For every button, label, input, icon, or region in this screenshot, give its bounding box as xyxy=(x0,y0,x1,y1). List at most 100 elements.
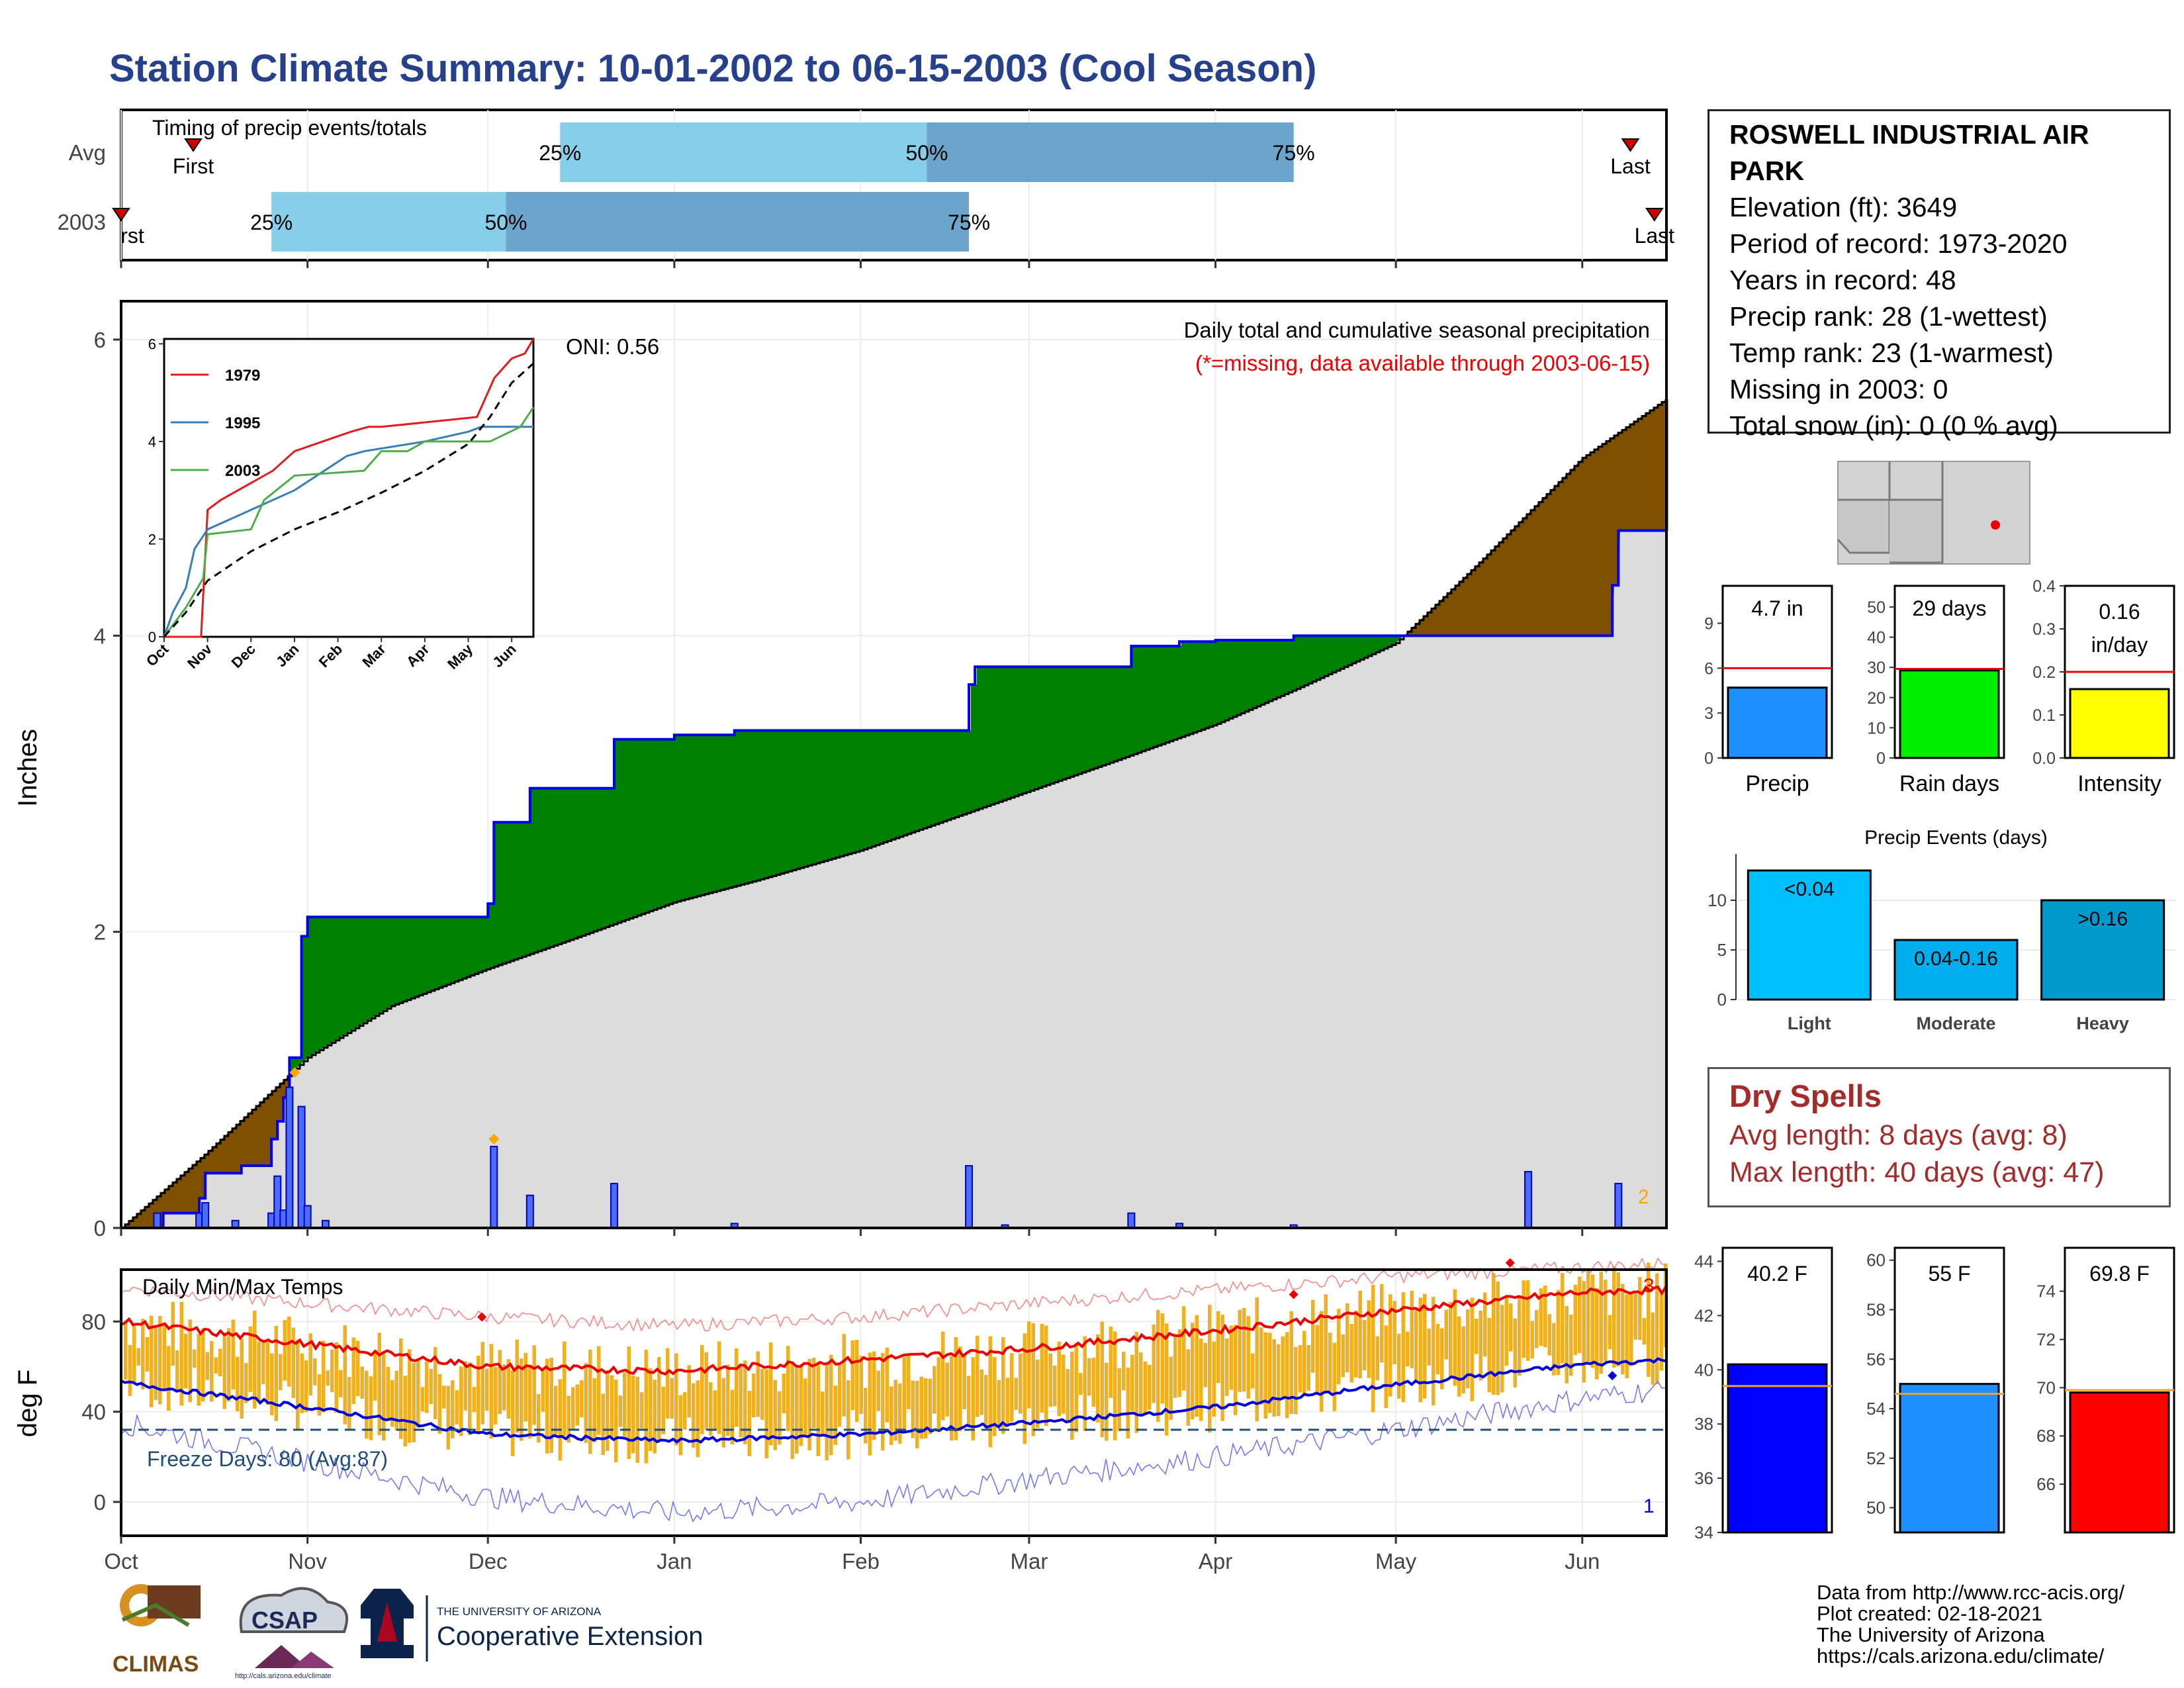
above-avg-fill xyxy=(832,730,835,859)
station-name-1: ROSWELL INDUSTRIAL AIR xyxy=(1729,119,2089,150)
above-avg-fill xyxy=(987,667,989,806)
daily-temp-bar xyxy=(709,1382,713,1436)
above-avg-fill xyxy=(1034,667,1037,790)
above-avg-fill xyxy=(907,730,910,834)
above-avg-fill xyxy=(1376,635,1379,653)
below-avg-fill xyxy=(1590,452,1593,636)
below-avg-fill xyxy=(177,1179,179,1213)
above-avg-fill xyxy=(697,735,700,896)
first-marker xyxy=(184,138,203,152)
first-marker xyxy=(112,208,130,222)
daily-temp-bar xyxy=(1005,1378,1009,1425)
daily-temp-bar xyxy=(1087,1358,1091,1396)
below-avg-fill xyxy=(1547,494,1549,636)
daily-temp-bar xyxy=(1496,1281,1500,1395)
above-avg-fill xyxy=(794,730,797,870)
above-avg-fill xyxy=(1396,635,1398,643)
above-avg-fill xyxy=(381,917,384,1013)
daily-temp-bar xyxy=(1191,1323,1195,1420)
above-avg-fill xyxy=(538,788,541,951)
daily-temp-bar xyxy=(244,1362,248,1403)
daily-temp-bar xyxy=(816,1363,820,1456)
above-avg-fill xyxy=(641,739,644,914)
above-avg-fill xyxy=(1221,640,1224,722)
above-avg-fill xyxy=(1070,667,1073,777)
daily-temp-bar xyxy=(1031,1323,1035,1436)
above-avg-fill xyxy=(1235,640,1238,716)
above-avg-fill xyxy=(931,730,934,826)
above-avg-fill xyxy=(343,917,346,1036)
above-avg-fill xyxy=(1209,641,1212,727)
above-avg-fill xyxy=(371,917,374,1019)
below-avg-fill xyxy=(276,1087,279,1139)
below-avg-fill xyxy=(1428,612,1430,636)
t-mean-bar xyxy=(1899,1383,2000,1534)
above-avg-fill xyxy=(887,730,890,841)
above-avg-fill xyxy=(421,917,424,995)
above-avg-fill xyxy=(627,739,630,919)
above-avg-fill xyxy=(298,1057,300,1067)
above-avg-fill xyxy=(1136,645,1138,754)
above-avg-fill xyxy=(296,1057,298,1069)
daily-temp-bar xyxy=(1238,1309,1242,1392)
below-avg-fill xyxy=(1578,461,1581,636)
daily-temp-bar xyxy=(1392,1301,1396,1364)
daily-temp-bar xyxy=(558,1379,562,1461)
below-avg-fill xyxy=(183,1174,185,1213)
daily-temp-bar xyxy=(425,1361,429,1413)
above-avg-fill xyxy=(413,917,416,998)
events-ytick-label: 0 xyxy=(1717,990,1727,1009)
below-avg-fill xyxy=(1614,436,1617,586)
below-avg-fill xyxy=(1507,534,1510,636)
below-avg-fill xyxy=(1592,451,1595,636)
above-avg-fill xyxy=(1354,635,1357,663)
above-avg-fill xyxy=(1201,641,1204,730)
timing-row-label: 2003 xyxy=(58,210,106,234)
daily-temp-bar xyxy=(1268,1333,1272,1413)
daily-temp-bar xyxy=(1651,1312,1655,1385)
above-avg-fill xyxy=(989,667,991,806)
t-mean-xlabel: T-mean xyxy=(1911,1546,1987,1549)
daily-temp-bar xyxy=(532,1345,536,1425)
below-avg-fill xyxy=(185,1172,187,1213)
above-avg-fill xyxy=(886,730,888,842)
daily-temp-bar xyxy=(197,1334,201,1406)
timing-pct-label: 75% xyxy=(948,211,990,234)
above-avg-fill xyxy=(540,788,543,951)
above-avg-fill xyxy=(838,730,841,857)
above-avg-fill xyxy=(1046,667,1049,786)
t-min-ytick-label: 42 xyxy=(1694,1305,1713,1325)
daily-temp-bar xyxy=(592,1378,596,1442)
temp-rank: Temp rank: 23 (1-warmest) xyxy=(1729,338,2054,368)
above-avg-fill xyxy=(596,788,598,931)
above-avg-fill xyxy=(1007,667,1009,800)
above-avg-fill xyxy=(353,917,356,1030)
daily-temp-bar xyxy=(1160,1313,1164,1404)
above-avg-fill xyxy=(1380,635,1383,651)
above-avg-fill xyxy=(659,739,662,908)
above-avg-fill xyxy=(1030,667,1033,791)
climas-logo: CLIMAS xyxy=(113,1584,201,1677)
daily-temp-bar xyxy=(494,1366,498,1425)
below-avg-fill xyxy=(1628,426,1631,531)
daily-temp-bar xyxy=(1543,1286,1547,1348)
above-avg-fill xyxy=(510,822,513,961)
below-avg-fill xyxy=(1626,427,1629,531)
above-avg-fill xyxy=(967,730,970,814)
above-avg-fill xyxy=(947,730,950,820)
below-avg-fill xyxy=(1632,423,1635,531)
daily-temp-bar xyxy=(1122,1351,1126,1391)
temp-ytick-label: 40 xyxy=(81,1400,106,1425)
events-bar-label: 0.04-0.16 xyxy=(1914,948,1998,970)
above-avg-fill xyxy=(707,735,709,894)
above-avg-fill xyxy=(882,730,884,843)
logos: CLIMAS CSAP http://cals.arizona.edu/clim… xyxy=(113,1584,703,1680)
below-avg-fill xyxy=(159,1194,161,1228)
above-avg-fill xyxy=(1239,640,1242,714)
daily-temp-bar xyxy=(855,1339,859,1423)
above-avg-fill xyxy=(1187,641,1190,735)
above-avg-fill xyxy=(633,739,636,917)
daily-temp-bar xyxy=(976,1335,979,1417)
daily-temp-bar xyxy=(537,1393,541,1443)
below-avg-fill xyxy=(1451,589,1454,636)
